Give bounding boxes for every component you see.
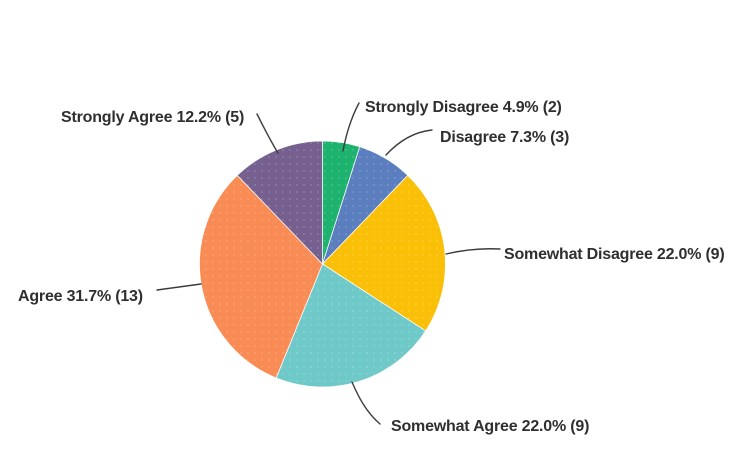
leader-line-somewhat-disagree — [445, 248, 501, 255]
leader-line-disagree — [385, 129, 433, 156]
pie-texture-overlay — [199, 141, 446, 387]
slice-label-somewhat-agree: Somewhat Agree 22.0% (9) — [391, 418, 590, 435]
slice-label-strongly-agree: Strongly Agree 12.2% (5) — [61, 109, 245, 126]
slice-label-strongly-disagree: Strongly Disagree 4.9% (2) — [365, 99, 562, 116]
leader-line-strongly-disagree — [342, 102, 360, 152]
leader-lines-group — [156, 102, 501, 425]
slice-label-disagree: Disagree 7.3% (3) — [440, 129, 570, 146]
slice-label-somewhat-disagree: Somewhat Disagree 22.0% (9) — [504, 246, 725, 263]
leader-line-somewhat-agree — [351, 381, 381, 425]
leader-line-strongly-agree — [256, 113, 279, 154]
leader-line-agree — [156, 283, 202, 291]
slice-label-agree: Agree 31.7% (13) — [18, 288, 143, 305]
